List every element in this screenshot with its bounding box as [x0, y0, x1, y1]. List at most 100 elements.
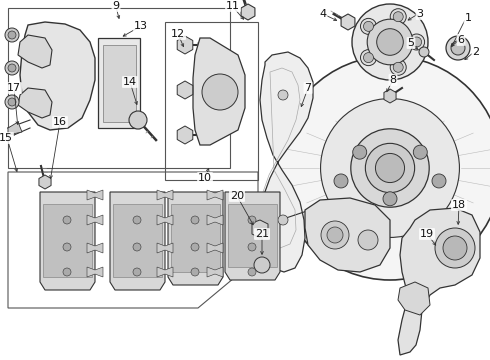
Circle shape — [133, 268, 141, 276]
Text: 6: 6 — [458, 35, 465, 45]
Text: 12: 12 — [171, 29, 185, 39]
Polygon shape — [39, 175, 51, 189]
Polygon shape — [177, 81, 193, 99]
Text: 21: 21 — [255, 229, 269, 239]
Polygon shape — [177, 36, 193, 54]
Circle shape — [254, 257, 270, 273]
Circle shape — [63, 216, 71, 224]
Text: 7: 7 — [304, 83, 312, 93]
Circle shape — [8, 98, 16, 106]
Polygon shape — [228, 204, 277, 267]
Polygon shape — [20, 22, 95, 130]
Circle shape — [358, 230, 378, 250]
Circle shape — [278, 90, 288, 100]
Circle shape — [383, 192, 397, 206]
Polygon shape — [171, 204, 220, 272]
Circle shape — [278, 56, 490, 280]
Circle shape — [393, 62, 403, 72]
Polygon shape — [157, 243, 173, 253]
Polygon shape — [157, 215, 173, 225]
Circle shape — [351, 129, 429, 207]
Text: 4: 4 — [319, 9, 326, 19]
Polygon shape — [43, 204, 92, 277]
Circle shape — [191, 243, 199, 251]
Circle shape — [432, 174, 446, 188]
Polygon shape — [252, 220, 268, 238]
Text: 18: 18 — [452, 200, 466, 210]
Text: 9: 9 — [112, 1, 120, 11]
Circle shape — [248, 243, 256, 251]
Text: 14: 14 — [123, 77, 137, 87]
Text: 15: 15 — [0, 133, 13, 143]
Circle shape — [353, 145, 367, 159]
Polygon shape — [207, 267, 223, 277]
Circle shape — [446, 36, 470, 60]
Circle shape — [8, 31, 16, 39]
Circle shape — [419, 47, 429, 57]
Polygon shape — [103, 45, 136, 122]
Polygon shape — [40, 192, 95, 290]
Text: 13: 13 — [134, 21, 148, 31]
Circle shape — [5, 61, 19, 75]
Circle shape — [412, 37, 421, 47]
Text: 8: 8 — [390, 75, 396, 85]
Polygon shape — [168, 192, 223, 285]
Circle shape — [364, 53, 373, 63]
Polygon shape — [113, 204, 162, 277]
Circle shape — [278, 215, 288, 225]
Text: 17: 17 — [7, 83, 21, 93]
Circle shape — [435, 228, 475, 268]
Text: 5: 5 — [408, 38, 415, 48]
Circle shape — [63, 243, 71, 251]
Circle shape — [129, 111, 147, 129]
Polygon shape — [98, 38, 140, 128]
Circle shape — [443, 236, 467, 260]
Polygon shape — [18, 35, 52, 68]
Polygon shape — [225, 192, 280, 280]
Polygon shape — [87, 243, 103, 253]
Circle shape — [5, 28, 19, 42]
Polygon shape — [207, 243, 223, 253]
Circle shape — [8, 64, 16, 72]
Text: 3: 3 — [416, 9, 423, 19]
Circle shape — [366, 143, 415, 193]
Polygon shape — [241, 4, 255, 20]
Circle shape — [364, 21, 373, 31]
Circle shape — [334, 174, 348, 188]
Polygon shape — [87, 190, 103, 200]
Circle shape — [202, 74, 238, 110]
Polygon shape — [87, 215, 103, 225]
Polygon shape — [177, 126, 193, 144]
Polygon shape — [207, 215, 223, 225]
Text: 16: 16 — [53, 117, 67, 127]
Polygon shape — [341, 14, 355, 30]
Circle shape — [377, 29, 403, 55]
Text: 11: 11 — [226, 1, 240, 11]
Polygon shape — [157, 267, 173, 277]
Circle shape — [5, 95, 19, 109]
Circle shape — [390, 59, 406, 75]
Circle shape — [446, 237, 458, 249]
Polygon shape — [87, 267, 103, 277]
Text: 10: 10 — [198, 173, 212, 183]
Polygon shape — [193, 38, 245, 145]
Polygon shape — [398, 208, 480, 355]
Polygon shape — [305, 198, 390, 272]
Circle shape — [409, 34, 425, 50]
Circle shape — [413, 145, 427, 159]
Circle shape — [352, 4, 428, 80]
Circle shape — [133, 243, 141, 251]
Polygon shape — [384, 89, 396, 103]
Polygon shape — [157, 190, 173, 200]
Text: 19: 19 — [420, 229, 434, 239]
Text: 20: 20 — [230, 191, 244, 201]
Polygon shape — [258, 52, 313, 272]
Circle shape — [321, 221, 349, 249]
Circle shape — [63, 268, 71, 276]
Circle shape — [248, 216, 256, 224]
Circle shape — [133, 216, 141, 224]
Circle shape — [320, 99, 460, 238]
Circle shape — [361, 50, 376, 66]
Circle shape — [191, 216, 199, 224]
Polygon shape — [8, 122, 22, 135]
